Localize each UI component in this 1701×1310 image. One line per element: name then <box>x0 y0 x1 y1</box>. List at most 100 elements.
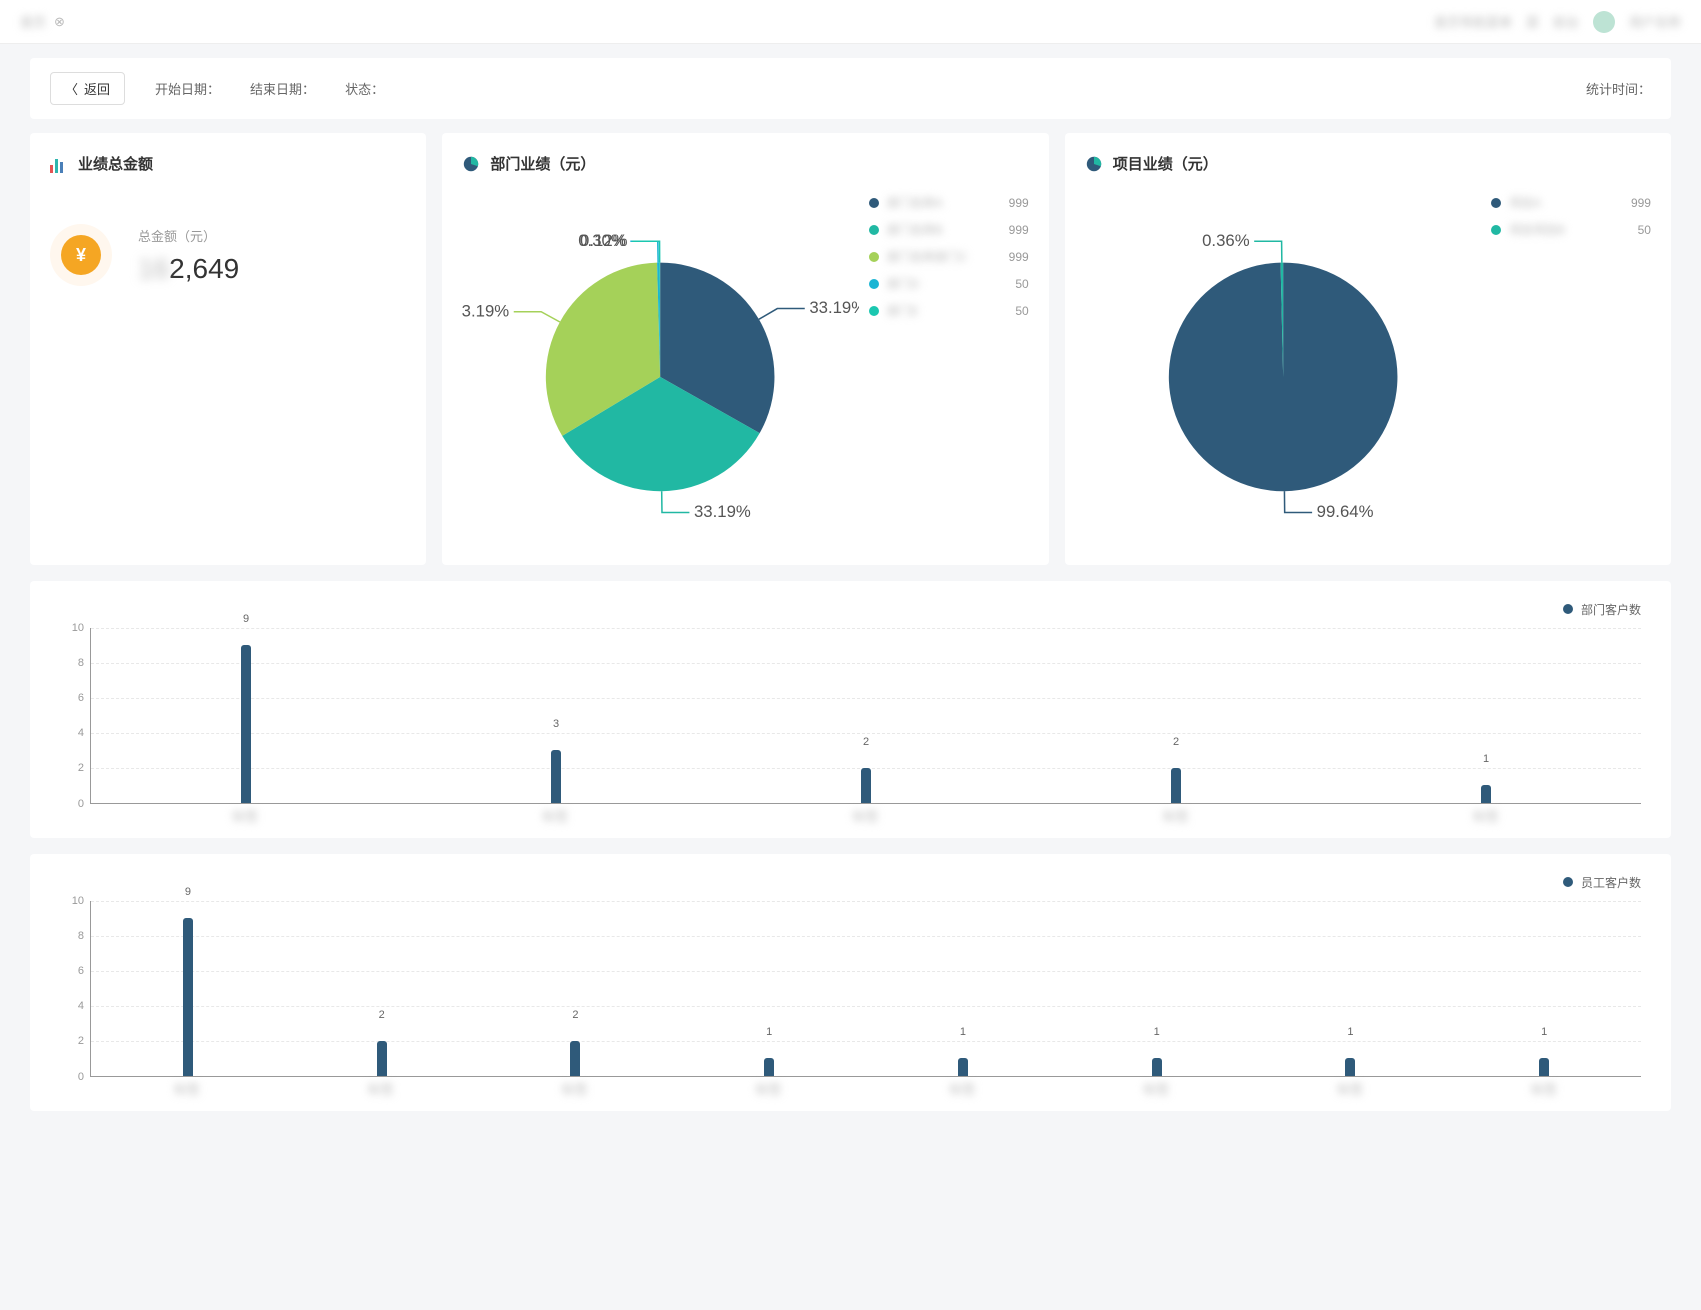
x-axis-label: 标签 <box>232 806 258 825</box>
bar-value-label: 2 <box>1173 736 1179 752</box>
stat-time-label: 统计时间： <box>1586 79 1651 98</box>
y-axis-tick: 10 <box>72 895 84 907</box>
back-button-label: 返回 <box>84 79 110 98</box>
bar-slot: 1 <box>1331 628 1641 803</box>
dept-pie-wrap: 33.19%33.19%33.19%0.30%0.12% 部门名称A999部门名… <box>462 194 1028 545</box>
bar-slot: 3 <box>401 628 711 803</box>
topbar-right-item-0[interactable]: 首页导航菜单 <box>1434 12 1512 31</box>
x-axis-label: 标签 <box>1531 1079 1557 1098</box>
pie-chart-icon <box>1085 155 1103 173</box>
proj-card-head: 项目业绩（元） <box>1085 153 1651 174</box>
bar-value-label: 3 <box>553 718 559 734</box>
bar-value-label: 1 <box>960 1026 966 1042</box>
legend-value: 999 <box>1009 223 1029 237</box>
dept-bar-legend-label: 部门客户数 <box>1581 601 1641 618</box>
topbar-right: 首页导航菜单 菜 前台 用户名称 <box>1434 11 1681 33</box>
x-axis-label: 标签 <box>1337 1079 1363 1098</box>
legend-row[interactable]: 项目A999 <box>1491 194 1651 211</box>
emp-bar-legend-label: 员工客户数 <box>1581 874 1641 891</box>
y-axis-tick: 0 <box>78 1071 84 1083</box>
summary-row: 业绩总金额 ¥ 总金额（元） 162,649 部门业绩（元） <box>30 133 1671 565</box>
topbar-right-item-2[interactable]: 前台 <box>1553 12 1579 31</box>
bar-value-label: 1 <box>1154 1026 1160 1042</box>
bar-value-label: 2 <box>572 1009 578 1025</box>
pie-chart-icon <box>462 155 480 173</box>
legend-value: 999 <box>1009 196 1029 210</box>
bar-rect <box>1152 1058 1162 1076</box>
legend-value: 50 <box>1015 277 1028 291</box>
legend-dot-icon <box>869 279 879 289</box>
bar-slot: 1 <box>866 901 1060 1076</box>
start-date-label: 开始日期： <box>155 79 220 98</box>
x-axis-label: 标签 <box>756 1079 782 1098</box>
bar-rect <box>958 1058 968 1076</box>
emp-customers-card: 员工客户数 024681092211111标签标签标签标签标签标签标签标签 <box>30 854 1671 1111</box>
legend-row[interactable]: 部门名称A 999 <box>869 194 1029 211</box>
close-icon[interactable]: ⊗ <box>54 14 65 30</box>
bar-slot: 9 <box>91 901 285 1076</box>
back-button[interactable]: 〈 返回 <box>50 72 125 105</box>
dept-pie-legend: 部门名称A999部门名称B999部门名称部门C999部门D50部门E50 <box>869 194 1029 545</box>
legend-row[interactable]: 项目项目B50 <box>1491 221 1651 238</box>
topbar-right-item-3[interactable]: 用户名称 <box>1629 12 1681 31</box>
bar-rect <box>1345 1058 1355 1076</box>
proj-pie-wrap: 99.64%0.36% 项目A999项目项目B50 <box>1085 194 1651 545</box>
x-axis-label: 标签 <box>1473 806 1499 825</box>
dept-customers-card: 部门客户数 024681093221标签标签标签标签标签 <box>30 581 1671 838</box>
svg-text:0.36%: 0.36% <box>1202 231 1250 250</box>
x-axis-label: 标签 <box>542 806 568 825</box>
y-axis-tick: 8 <box>78 657 84 669</box>
end-date-label: 结束日期： <box>250 79 315 98</box>
dept-pie-chart: 33.19%33.19%33.19%0.30%0.12% <box>462 194 858 545</box>
legend-name: 项目A <box>1509 194 1623 211</box>
bar-slot: 1 <box>1447 901 1641 1076</box>
bar-value-label: 9 <box>243 613 249 629</box>
legend-dot-icon <box>1491 225 1501 235</box>
y-axis-tick: 6 <box>78 965 84 977</box>
y-axis-tick: 4 <box>78 1000 84 1012</box>
dept-performance-card: 部门业绩（元） 33.19%33.19%33.19%0.30%0.12% 部门名… <box>442 133 1048 565</box>
bar-rect <box>241 645 251 803</box>
y-axis-tick: 0 <box>78 798 84 810</box>
bar-rect <box>1171 768 1181 803</box>
bar-rect <box>764 1058 774 1076</box>
y-axis-tick: 2 <box>78 1035 84 1047</box>
legend-dot-icon <box>1563 604 1573 614</box>
bar-rect <box>570 1041 580 1076</box>
legend-name: 部门E <box>887 302 1008 319</box>
bar-slot: 9 <box>91 628 401 803</box>
bar-rect <box>861 768 871 803</box>
legend-row[interactable]: 部门E 50 <box>869 302 1029 319</box>
bar-slot: 2 <box>1021 628 1331 803</box>
bar-slot: 1 <box>1060 901 1254 1076</box>
legend-row[interactable]: 部门D50 <box>869 275 1029 292</box>
bar-value-label: 1 <box>766 1026 772 1042</box>
legend-name: 部门名称A <box>887 194 1001 211</box>
topbar: 首页 ⊗ 首页导航菜单 菜 前台 用户名称 <box>0 0 1701 44</box>
legend-name: 部门名称部门C <box>887 248 1001 265</box>
topbar-right-item-1[interactable]: 菜 <box>1526 12 1539 31</box>
dept-card-head: 部门业绩（元） <box>462 153 1028 174</box>
bar-rect <box>1539 1058 1549 1076</box>
legend-dot-icon <box>869 252 879 262</box>
x-axis-label: 标签 <box>562 1079 588 1098</box>
total-card-title: 业绩总金额 <box>78 153 153 174</box>
dept-bar-chart: 024681093221标签标签标签标签标签 <box>60 628 1641 828</box>
legend-value: 50 <box>1015 304 1028 318</box>
legend-dot-icon <box>869 198 879 208</box>
bar-value-label: 1 <box>1541 1026 1547 1042</box>
legend-row[interactable]: 部门名称部门C999 <box>869 248 1029 265</box>
legend-dot-icon <box>869 225 879 235</box>
y-axis-tick: 6 <box>78 692 84 704</box>
chevron-left-icon: 〈 <box>65 79 78 98</box>
avatar[interactable] <box>1593 11 1615 33</box>
bar-rect <box>1481 785 1491 803</box>
topbar-left: 首页 ⊗ <box>20 12 65 31</box>
bar-slot: 2 <box>479 901 673 1076</box>
legend-name: 项目项目B <box>1509 221 1630 238</box>
svg-text:0.12%: 0.12% <box>580 231 628 250</box>
legend-row[interactable]: 部门名称B999 <box>869 221 1029 238</box>
coin-icon: ¥ <box>50 224 112 286</box>
bar-slot: 2 <box>285 901 479 1076</box>
bar-chart-icon <box>50 155 68 173</box>
